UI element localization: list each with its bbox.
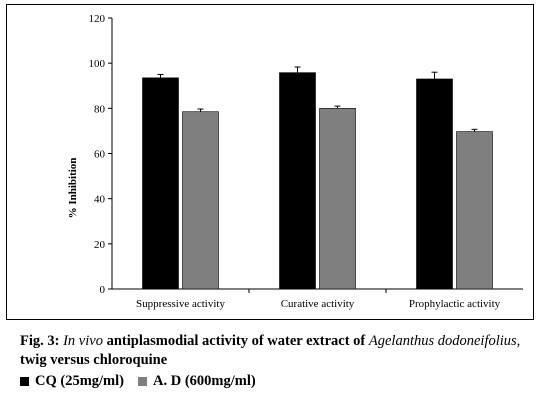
y-tick-label: 100 xyxy=(89,58,106,70)
x-tick-label: Prophylactic activity xyxy=(409,298,501,310)
figure-caption: Fig. 3: In vivo antiplasmodial activity … xyxy=(20,332,540,370)
x-tick-label: Suppressive activity xyxy=(136,298,225,310)
bar-ad xyxy=(456,131,493,290)
legend: CQ (25mg/ml) A. D (600mg/ml) xyxy=(20,373,270,390)
bar-cq xyxy=(279,72,316,290)
bar-ad xyxy=(319,108,356,290)
legend-swatch-cq xyxy=(20,377,29,386)
y-tick-label: 120 xyxy=(89,13,106,25)
y-tick-label: 60 xyxy=(94,149,106,161)
caption-italic-1: In vivo xyxy=(63,333,103,349)
y-tick-label: 20 xyxy=(94,239,106,251)
y-axis-title: % Inhibition xyxy=(67,158,79,219)
legend-item-ad: A. D (600mg/ml) xyxy=(138,373,256,390)
caption-mid: antiplasmodial activity of water extract… xyxy=(102,333,369,349)
legend-item-cq: CQ (25mg/ml) xyxy=(20,373,124,390)
chart-border xyxy=(6,4,534,320)
x-tick-label: Curative activity xyxy=(281,298,355,310)
y-tick-label: 40 xyxy=(94,194,106,206)
bar-ad xyxy=(182,111,219,290)
caption-suffix: twig versus chloroquine xyxy=(20,352,168,368)
legend-label-cq: CQ (25mg/ml) xyxy=(35,373,124,389)
legend-swatch-ad xyxy=(138,377,147,386)
y-tick-label: 80 xyxy=(94,103,106,115)
bar-cq xyxy=(142,77,179,290)
caption-prefix: Fig. 3: xyxy=(20,333,64,349)
caption-italic-2: Agelanthus dodoneifolius, xyxy=(368,333,521,349)
bar-cq xyxy=(416,78,453,290)
chart-frame: 0 20 40 60 80 100 120 Suppressive activity Curat… xyxy=(6,4,534,320)
y-tick-label: 0 xyxy=(100,284,106,296)
legend-label-ad: A. D (600mg/ml) xyxy=(153,373,256,389)
bar-chart: 0 20 40 60 80 100 120 Suppressive activity Curat… xyxy=(6,4,534,320)
